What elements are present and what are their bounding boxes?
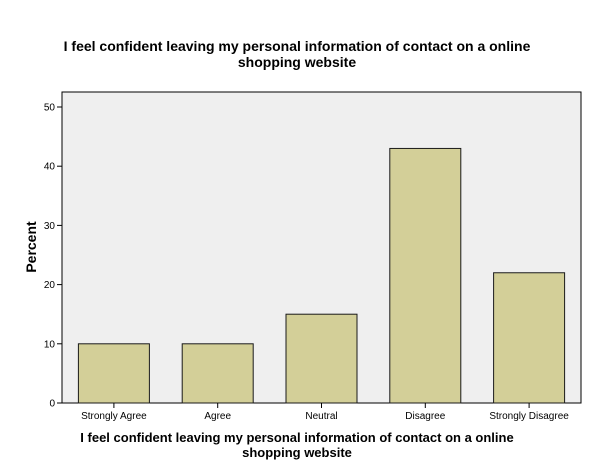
x-axis-title-line-1: I feel confident leaving my personal inf… — [80, 430, 514, 445]
bar — [181, 343, 254, 404]
x-tick-label: Agree — [204, 411, 231, 422]
y-tick-label: 0 — [49, 399, 55, 410]
chart-title-line-2: shopping website — [237, 54, 357, 70]
y-tick-label: 50 — [44, 103, 56, 114]
bar — [389, 147, 462, 404]
y-tick-label: 30 — [44, 221, 56, 232]
y-tick-label: 20 — [44, 280, 56, 291]
x-tick-label: Strongly Disagree — [489, 411, 569, 422]
x-axis-title-line-2: shopping website — [242, 445, 352, 460]
x-tick-label: Disagree — [405, 411, 445, 422]
x-axis-title: I feel confident leaving my personal inf… — [0, 430, 594, 460]
bar — [77, 343, 150, 404]
chart-title-line-1: I feel confident leaving my personal inf… — [63, 38, 531, 54]
chart-title: I feel confident leaving my personal inf… — [0, 38, 594, 70]
x-tick-label: Strongly Agree — [81, 411, 147, 422]
y-axis-title: Percent — [23, 221, 39, 273]
bar — [493, 272, 566, 404]
x-tick-label: Neutral — [305, 411, 337, 422]
y-tick-label: 10 — [44, 339, 56, 350]
y-tick-label: 40 — [44, 162, 56, 173]
bar — [285, 313, 358, 404]
